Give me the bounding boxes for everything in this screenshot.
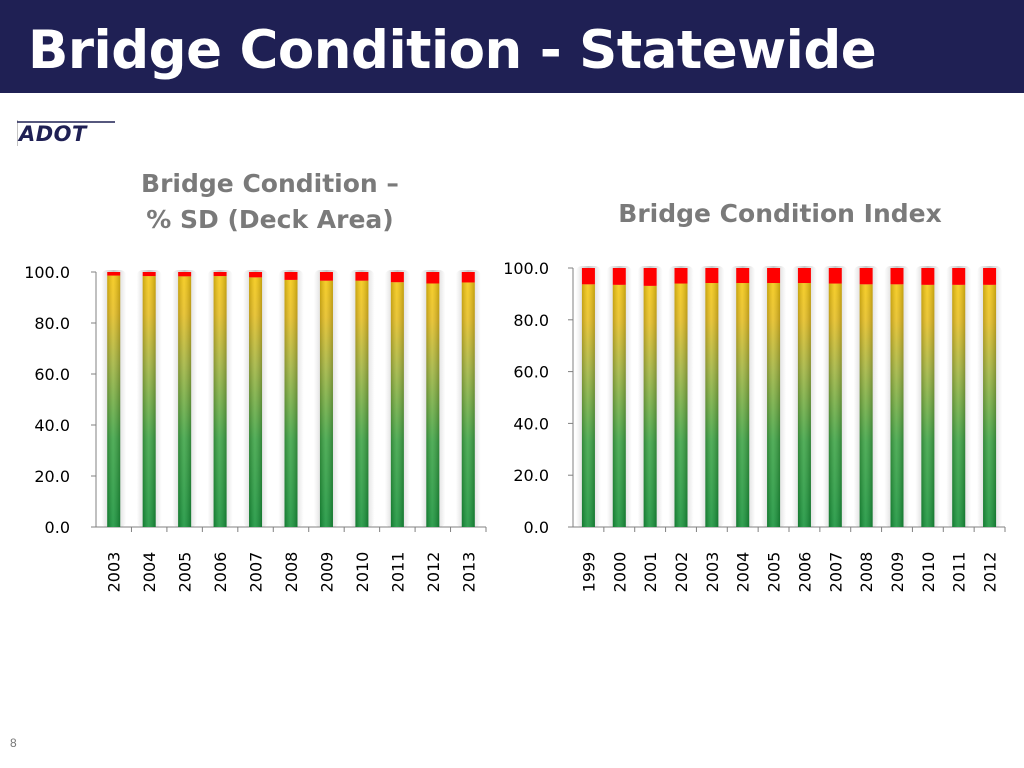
sd-bar-sheen	[426, 283, 440, 527]
page-number: 8	[10, 736, 17, 750]
sd-bar-sheen	[284, 279, 298, 527]
bci-xtick-label: 2005	[765, 552, 784, 593]
sd-bar-sheen	[142, 276, 156, 527]
bci-ytick-label: 80.0	[513, 311, 549, 330]
bci-bar-sheen	[797, 283, 811, 527]
sd-xtick-label: 2009	[317, 552, 336, 593]
chart-title-sd: Bridge Condition – % SD (Deck Area)	[120, 166, 420, 238]
bci-xtick-label: 2003	[703, 552, 722, 593]
logo-text: ADOT	[17, 122, 88, 146]
sd-bar-sheen	[355, 280, 369, 527]
sd-bar-poor	[390, 272, 404, 283]
sd-bar-sheen	[249, 277, 263, 527]
sd-bar-poor	[461, 272, 475, 283]
sd-xtick-label: 2007	[247, 552, 266, 593]
bci-bar-poor	[890, 268, 904, 285]
bci-bar-sheen	[890, 284, 904, 527]
sd-bar-poor	[319, 272, 333, 281]
chart-title-sd-line2: % SD (Deck Area)	[146, 205, 394, 234]
sd-bar-poor	[107, 272, 121, 276]
sd-xtick-label: 2005	[176, 552, 195, 593]
bci-xtick-label: 2008	[857, 552, 876, 593]
sd-xtick-label: 2003	[105, 552, 124, 593]
bci-bar-poor	[581, 268, 595, 285]
bci-xtick-label: 2004	[734, 552, 753, 593]
sd-ytick-label: 60.0	[34, 365, 70, 384]
sd-bar-poor	[426, 272, 440, 284]
bci-xtick-label: 1999	[579, 552, 598, 593]
sd-ytick-label: 0.0	[45, 518, 70, 537]
sd-xtick-label: 2008	[282, 552, 301, 593]
bci-xtick-label: 2009	[888, 552, 907, 593]
bci-bar-poor	[859, 268, 873, 285]
bci-bar-poor	[767, 268, 781, 284]
chart-title-bci: Bridge Condition Index	[618, 199, 942, 228]
sd-ytick-label: 100.0	[24, 263, 70, 282]
slide-title: Bridge Condition - Statewide	[28, 20, 877, 81]
bci-ytick-label: 20.0	[513, 466, 549, 485]
bci-bar-sheen	[705, 283, 719, 527]
bci-ytick-label: 60.0	[513, 363, 549, 382]
bci-bar-poor	[612, 268, 626, 285]
bci-ytick-label: 40.0	[513, 414, 549, 433]
bci-bar-sheen	[643, 285, 657, 527]
bci-bar-sheen	[952, 284, 966, 527]
sd-xtick-label: 2012	[424, 552, 443, 593]
bci-xtick-label: 2007	[826, 552, 845, 593]
bci-bar-sheen	[736, 283, 750, 527]
bci-xtick-label: 2006	[795, 552, 814, 593]
bci-xtick-label: 2011	[950, 552, 969, 593]
sd-ytick-label: 40.0	[34, 416, 70, 435]
bci-bar-poor	[828, 268, 842, 284]
bci-bar-poor	[705, 268, 719, 284]
title-bar	[0, 0, 1024, 93]
bci-xtick-label: 2001	[641, 552, 660, 593]
bci-ytick-label: 100.0	[503, 259, 549, 278]
bci-bar-sheen	[767, 283, 781, 527]
sd-bar-sheen	[390, 282, 404, 527]
bci-xtick-label: 2000	[610, 552, 629, 593]
bci-bar-poor	[736, 268, 750, 284]
sd-bar-poor	[178, 272, 192, 277]
bci-bar-poor	[674, 268, 688, 284]
sd-bar-poor	[355, 272, 369, 281]
bci-bar-poor	[921, 268, 935, 285]
bci-bar-sheen	[674, 283, 688, 527]
bci-ytick-label: 0.0	[524, 518, 549, 537]
bci-xtick-label: 2010	[919, 552, 938, 593]
sd-xtick-label: 2006	[211, 552, 230, 593]
sd-xtick-label: 2013	[459, 552, 478, 593]
sd-xtick-label: 2011	[388, 552, 407, 593]
bci-bar-sheen	[581, 284, 595, 527]
bci-bar-poor	[983, 268, 997, 285]
sd-bar-sheen	[319, 280, 333, 527]
sd-bar-sheen	[107, 275, 121, 527]
sd-xtick-label: 2004	[140, 552, 159, 593]
sd-bar-sheen	[461, 282, 475, 527]
chart-title-sd-line1: Bridge Condition –	[141, 169, 399, 198]
bci-xtick-label: 2012	[981, 552, 1000, 593]
sd-bar-poor	[249, 272, 263, 278]
bci-bar-poor	[797, 268, 811, 284]
sd-bar-poor	[284, 272, 298, 280]
bci-bar-sheen	[828, 283, 842, 527]
sd-bar-sheen	[213, 276, 227, 527]
bci-bar-poor	[952, 268, 966, 285]
sd-bar-poor	[142, 272, 156, 277]
sd-bar-sheen	[178, 276, 192, 527]
sd-xtick-label: 2010	[353, 552, 372, 593]
bci-bar-poor	[643, 268, 657, 286]
sd-bar-poor	[213, 272, 227, 277]
bci-xtick-label: 2002	[672, 552, 691, 593]
bci-bar-sheen	[983, 284, 997, 527]
sd-ytick-label: 20.0	[34, 467, 70, 486]
bci-bar-sheen	[921, 284, 935, 527]
bci-bar-sheen	[859, 284, 873, 527]
sd-ytick-label: 80.0	[34, 314, 70, 333]
bci-bar-sheen	[612, 284, 626, 527]
adot-logo: ADOT	[17, 120, 115, 146]
